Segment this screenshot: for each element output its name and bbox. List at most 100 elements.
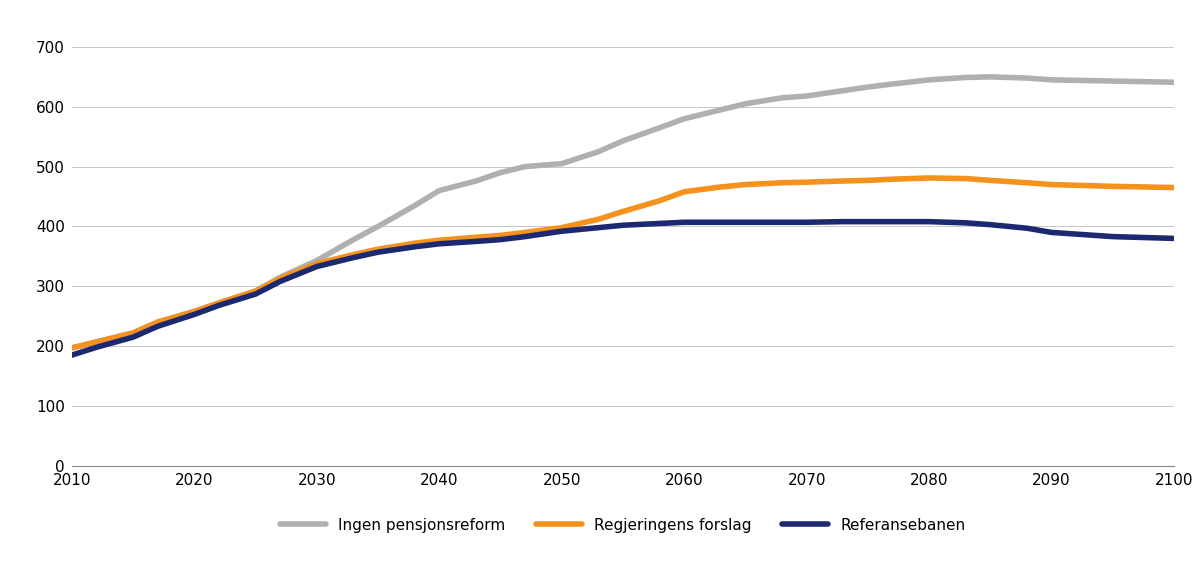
- Regjeringens forslag: [309, 260, 323, 267]
- Ingen pensjonsreform: [738, 101, 752, 107]
- Ingen pensjonsreform: [984, 73, 998, 80]
- Referansebanen: [89, 344, 103, 350]
- Regjeringens forslag: [371, 246, 386, 253]
- Ingen pensjonsreform: [616, 137, 630, 144]
- Ingen pensjonsreform: [860, 83, 875, 90]
- Ingen pensjonsreform: [432, 187, 447, 194]
- Regjeringens forslag: [836, 178, 851, 185]
- Ingen pensjonsreform: [958, 74, 973, 81]
- Ingen pensjonsreform: [494, 169, 508, 176]
- Regjeringens forslag: [799, 179, 813, 186]
- Ingen pensjonsreform: [1045, 77, 1059, 83]
- Ingen pensjonsreform: [518, 163, 532, 170]
- Regjeringens forslag: [555, 224, 569, 231]
- Ingen pensjonsreform: [309, 257, 323, 264]
- Referansebanen: [836, 218, 851, 225]
- Ingen pensjonsreform: [1167, 79, 1181, 86]
- Referansebanen: [738, 219, 752, 225]
- Regjeringens forslag: [89, 339, 103, 345]
- Regjeringens forslag: [860, 177, 875, 184]
- Regjeringens forslag: [273, 275, 288, 282]
- Ingen pensjonsreform: [407, 202, 422, 209]
- Ingen pensjonsreform: [677, 115, 691, 122]
- Regjeringens forslag: [653, 197, 667, 204]
- Regjeringens forslag: [714, 183, 728, 190]
- Referansebanen: [885, 218, 900, 225]
- Referansebanen: [714, 219, 728, 225]
- Referansebanen: [616, 222, 630, 229]
- Referansebanen: [1167, 235, 1181, 242]
- Referansebanen: [346, 254, 361, 261]
- Referansebanen: [518, 233, 532, 240]
- Ingen pensjonsreform: [1019, 74, 1034, 81]
- Ingen pensjonsreform: [555, 160, 569, 167]
- Ingen pensjonsreform: [592, 148, 606, 155]
- Regjeringens forslag: [922, 174, 937, 181]
- Ingen pensjonsreform: [151, 319, 165, 325]
- Ingen pensjonsreform: [775, 94, 789, 101]
- Ingen pensjonsreform: [346, 236, 361, 243]
- Referansebanen: [273, 278, 288, 285]
- Referansebanen: [494, 236, 508, 243]
- Regjeringens forslag: [346, 251, 361, 258]
- Referansebanen: [468, 238, 483, 245]
- Referansebanen: [1106, 233, 1120, 240]
- Ingen pensjonsreform: [885, 81, 900, 87]
- Referansebanen: [126, 334, 140, 341]
- Regjeringens forslag: [187, 308, 201, 315]
- Referansebanen: [958, 219, 973, 226]
- Referansebanen: [1045, 229, 1059, 236]
- Referansebanen: [309, 263, 323, 270]
- Line: Regjeringens forslag: Regjeringens forslag: [72, 178, 1174, 348]
- Ingen pensjonsreform: [653, 124, 667, 131]
- Ingen pensjonsreform: [89, 339, 103, 345]
- Ingen pensjonsreform: [371, 223, 386, 230]
- Referansebanen: [187, 311, 201, 318]
- Ingen pensjonsreform: [468, 178, 483, 185]
- Regjeringens forslag: [248, 287, 262, 294]
- Referansebanen: [922, 218, 937, 225]
- Regjeringens forslag: [1045, 181, 1059, 188]
- Regjeringens forslag: [1106, 183, 1120, 190]
- Referansebanen: [653, 220, 667, 227]
- Ingen pensjonsreform: [836, 87, 851, 94]
- Referansebanen: [984, 222, 998, 228]
- Regjeringens forslag: [958, 175, 973, 182]
- Ingen pensjonsreform: [799, 93, 813, 99]
- Referansebanen: [1019, 225, 1034, 232]
- Ingen pensjonsreform: [922, 77, 937, 83]
- Regjeringens forslag: [1019, 179, 1034, 186]
- Referansebanen: [65, 352, 79, 358]
- Referansebanen: [799, 219, 813, 225]
- Ingen pensjonsreform: [212, 299, 226, 306]
- Regjeringens forslag: [984, 177, 998, 184]
- Referansebanen: [432, 240, 447, 247]
- Referansebanen: [248, 291, 262, 298]
- Regjeringens forslag: [738, 181, 752, 188]
- Referansebanen: [592, 224, 606, 231]
- Ingen pensjonsreform: [1106, 78, 1120, 85]
- Referansebanen: [407, 243, 422, 250]
- Regjeringens forslag: [1167, 184, 1181, 191]
- Regjeringens forslag: [616, 208, 630, 215]
- Referansebanen: [775, 219, 789, 225]
- Regjeringens forslag: [65, 344, 79, 351]
- Regjeringens forslag: [468, 234, 483, 241]
- Referansebanen: [555, 228, 569, 235]
- Referansebanen: [151, 323, 165, 330]
- Regjeringens forslag: [126, 329, 140, 336]
- Ingen pensjonsreform: [714, 106, 728, 113]
- Line: Referansebanen: Referansebanen: [72, 222, 1174, 355]
- Regjeringens forslag: [775, 179, 789, 186]
- Referansebanen: [212, 302, 226, 309]
- Regjeringens forslag: [151, 319, 165, 325]
- Referansebanen: [371, 249, 386, 256]
- Ingen pensjonsreform: [273, 274, 288, 281]
- Referansebanen: [860, 218, 875, 225]
- Ingen pensjonsreform: [248, 287, 262, 294]
- Ingen pensjonsreform: [187, 308, 201, 315]
- Ingen pensjonsreform: [65, 344, 79, 351]
- Regjeringens forslag: [677, 189, 691, 195]
- Legend: Ingen pensjonsreform, Regjeringens forslag, Referansebanen: Ingen pensjonsreform, Regjeringens forsl…: [274, 512, 972, 539]
- Regjeringens forslag: [592, 216, 606, 223]
